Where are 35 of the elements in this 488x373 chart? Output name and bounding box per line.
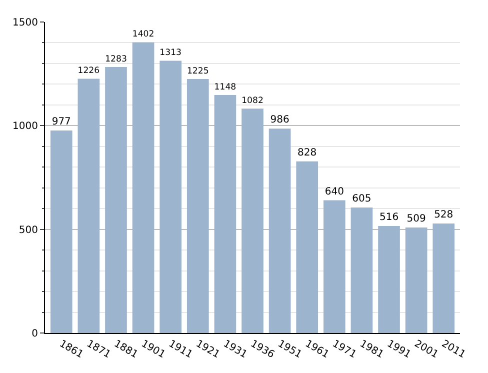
- bar: [160, 60, 182, 333]
- data-label: 509: [406, 213, 426, 224]
- bar: [432, 224, 455, 333]
- data-label: 1283: [105, 54, 127, 64]
- bar: [132, 42, 154, 333]
- bar: [350, 208, 373, 333]
- data-label: 528: [434, 210, 454, 221]
- bar: [405, 227, 428, 333]
- y-tick-label: 1500: [12, 18, 38, 28]
- data-label: 1226: [78, 66, 100, 76]
- data-label: 986: [270, 114, 290, 126]
- data-label: 1225: [186, 66, 209, 76]
- y-tick-label: 1000: [12, 121, 38, 132]
- bar: [323, 200, 346, 333]
- bar: [105, 66, 127, 333]
- bar: [186, 79, 209, 333]
- bar: [50, 130, 72, 333]
- x-tick-label: 1936: [248, 338, 276, 361]
- data-label: 828: [298, 147, 317, 158]
- bar: [378, 226, 400, 333]
- data-label: 1082: [242, 96, 264, 106]
- data-label: 1313: [160, 48, 182, 58]
- data-label: 640: [324, 186, 344, 198]
- bar: [214, 94, 236, 333]
- bar: [268, 128, 291, 333]
- data-label: 977: [52, 116, 71, 128]
- data-label: 1402: [132, 30, 154, 40]
- data-label: 605: [352, 194, 372, 205]
- y-tick-label: 0: [32, 328, 38, 340]
- bar: [242, 108, 264, 333]
- y-tick-label: 500: [18, 224, 38, 236]
- bar: [296, 161, 318, 333]
- data-label: 1148: [214, 82, 236, 92]
- data-label: 516: [379, 212, 399, 224]
- bar: [78, 78, 100, 333]
